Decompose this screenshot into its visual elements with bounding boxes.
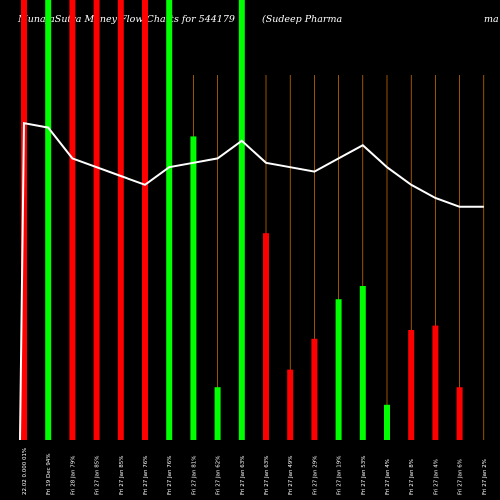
bar bbox=[214, 387, 221, 440]
bar bbox=[190, 136, 197, 440]
bar bbox=[456, 387, 463, 440]
x-tick-label: Fri 27 Jan 85% bbox=[119, 456, 125, 496]
x-tick-label: Fri 27 Jan 63% bbox=[264, 456, 270, 496]
bar bbox=[384, 404, 390, 440]
bar bbox=[21, 0, 27, 440]
x-tick-labels: 22.02 0.000 01% Fri 19 Dec 94% Fri 28 Jan … bbox=[22, 448, 488, 495]
bar bbox=[287, 369, 294, 440]
line-series bbox=[19, 122, 484, 441]
flow-line bbox=[19, 122, 484, 441]
bar bbox=[408, 330, 415, 440]
bar bbox=[263, 233, 269, 440]
x-tick-label: Fri 27 Jan 81% bbox=[191, 456, 197, 496]
guide-lines bbox=[23, 75, 485, 440]
bar bbox=[432, 325, 439, 440]
chart-title: MunafaSutra Money Flow Charts for 544179 bbox=[17, 14, 235, 25]
x-tick-label: Fri 27 Jan 8% bbox=[409, 459, 415, 495]
chart-subtitle: (Sudeep Pharma bbox=[262, 14, 342, 25]
bar bbox=[69, 0, 76, 440]
bar-series bbox=[21, 0, 463, 440]
x-tick-label: Fri 27 Jan 85% bbox=[95, 456, 101, 496]
bar bbox=[45, 0, 52, 440]
bar bbox=[93, 0, 100, 440]
x-tick-label: Fri 27 Jan 4% bbox=[433, 459, 439, 495]
x-tick-label: Fri 27 Jan 6% bbox=[458, 459, 464, 495]
x-tick-label: Fri 27 Jan 63% bbox=[240, 456, 246, 496]
bar bbox=[117, 0, 124, 440]
x-tick-label: 22.02 0.000 01% bbox=[22, 448, 28, 495]
bar bbox=[359, 286, 366, 440]
bar bbox=[238, 0, 245, 440]
x-tick-label: Fri 27 Jan 76% bbox=[167, 456, 173, 496]
x-tick-label: Fri 27 Jan 2% bbox=[482, 459, 488, 495]
x-tick-label: Fri 27 Jan 53% bbox=[361, 456, 367, 496]
x-tick-label: Fri 27 Jan 49% bbox=[288, 456, 294, 496]
bar bbox=[166, 0, 173, 440]
x-tick-label: Fri 19 Dec 94% bbox=[46, 453, 52, 495]
chart-subtitle-tail: ma bbox=[484, 14, 499, 25]
x-tick-label: Fri 28 Jan 79% bbox=[70, 456, 76, 496]
x-tick-label: Fri 27 Jan 29% bbox=[312, 456, 318, 496]
x-tick-label: Fri 27 Jan 4% bbox=[385, 459, 391, 495]
x-tick-label: Fri 27 Jan 76% bbox=[143, 456, 149, 496]
bar bbox=[311, 338, 318, 440]
x-tick-label: Fri 27 Jan 19% bbox=[337, 456, 343, 496]
x-tick-label: Fri 27 Jan 62% bbox=[216, 456, 222, 496]
bar bbox=[142, 0, 148, 440]
bar bbox=[335, 299, 342, 440]
